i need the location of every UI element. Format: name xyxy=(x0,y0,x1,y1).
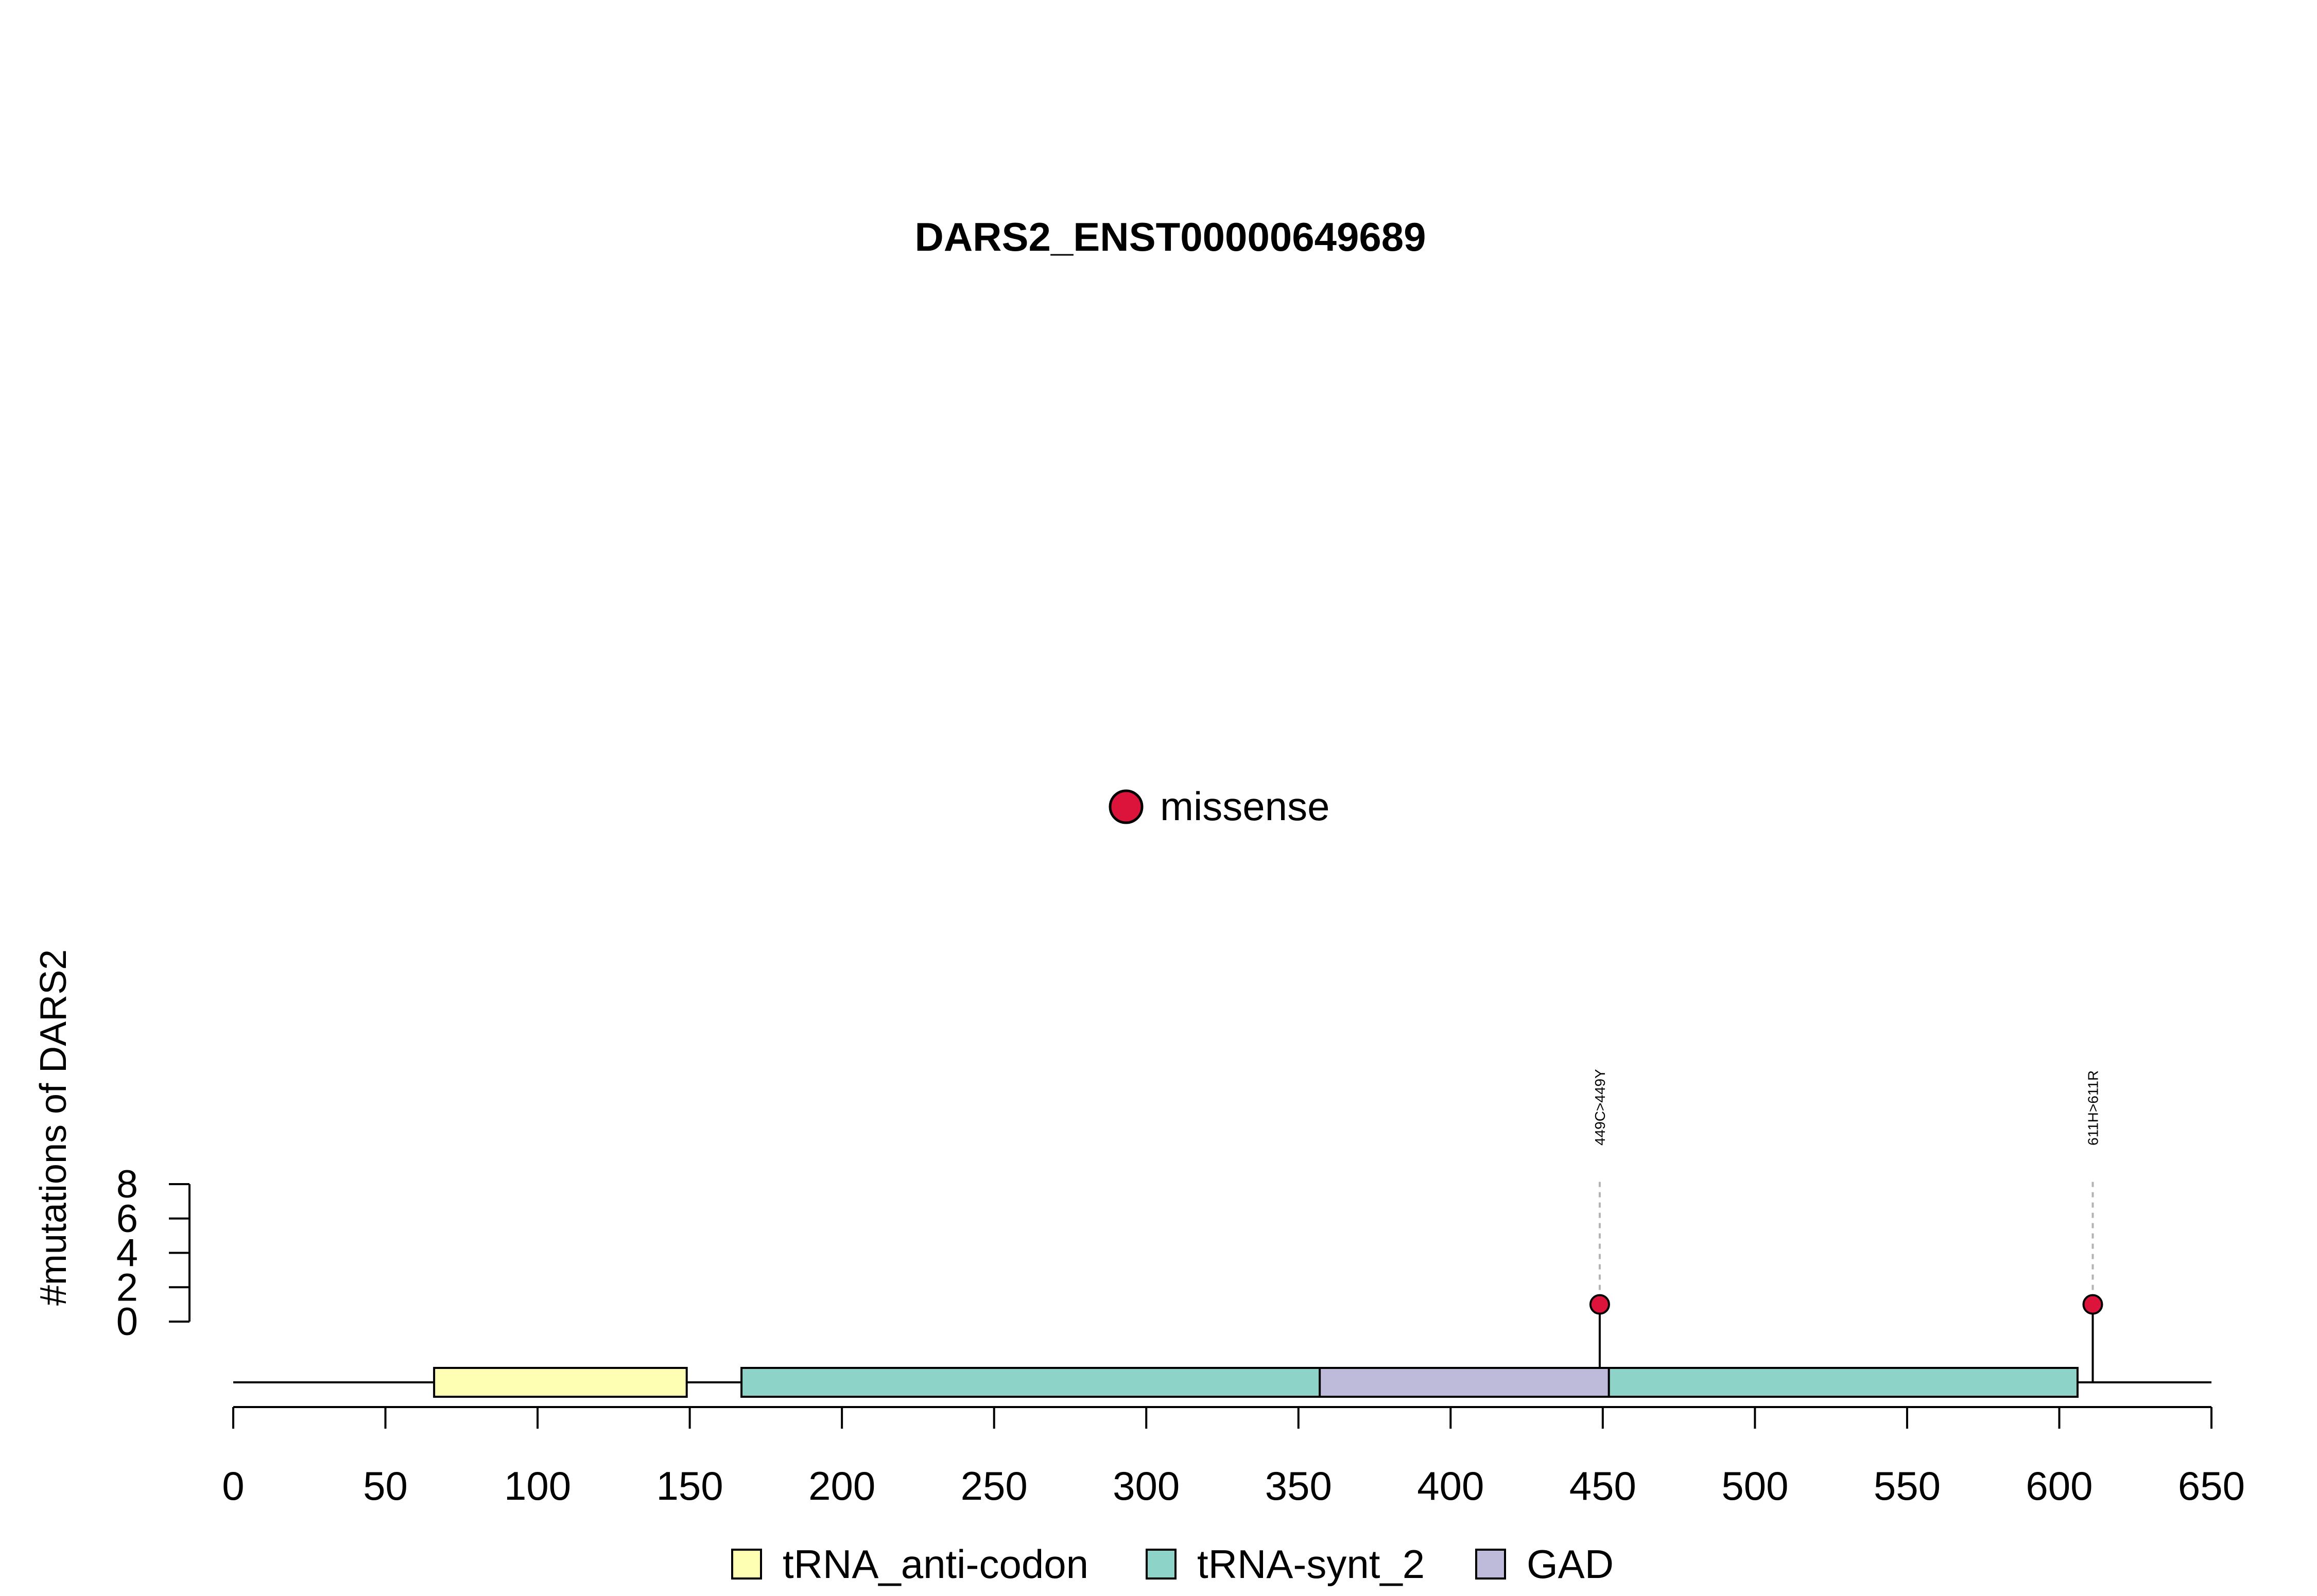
x-tick-label: 250 xyxy=(961,1463,1028,1508)
x-axis: 0 50 100 150 200 250 300 350 400 450 500 550 600 650 xyxy=(222,1406,2245,1508)
y-tick-label: 8 xyxy=(116,1163,138,1206)
x-tick-label: 50 xyxy=(363,1463,408,1508)
y-tick-label: 2 xyxy=(116,1265,138,1309)
x-tick-label: 350 xyxy=(1265,1463,1332,1508)
legend-swatch-tRNA_anti-codon xyxy=(731,1549,762,1580)
x-tick-label: 400 xyxy=(1417,1463,1484,1508)
x-tick-label: 300 xyxy=(1113,1463,1180,1508)
mutation-point xyxy=(2082,1294,2103,1315)
domain-GAD xyxy=(1319,1367,1610,1398)
y-axis-label: #mutations of DARS2 xyxy=(33,949,74,1306)
x-tick-label: 550 xyxy=(1874,1463,1941,1508)
y-tick-label: 0 xyxy=(116,1300,138,1344)
x-tick-label: 100 xyxy=(504,1463,571,1508)
legend-label-GAD: GAD xyxy=(1527,1541,1614,1587)
x-tick-label: 650 xyxy=(2178,1463,2245,1508)
mutation-label: 449C>449Y xyxy=(1592,1069,1608,1146)
legend-missense-marker xyxy=(1109,789,1144,824)
legend-swatch-GAD xyxy=(1475,1549,1506,1580)
protein-domains xyxy=(433,1367,2079,1398)
legend-label-tRNA-synt_2: tRNA-synt_2 xyxy=(1197,1541,1425,1587)
legend-swatch-tRNA-synt_2 xyxy=(1146,1549,1177,1580)
y-tick-label: 6 xyxy=(116,1197,138,1241)
x-tick-label: 450 xyxy=(1569,1463,1636,1508)
x-tick-label: 600 xyxy=(2026,1463,2093,1508)
mutation-label: 611H>611R xyxy=(2085,1070,2101,1146)
mutation-points xyxy=(1589,1294,2103,1315)
x-tick-label: 500 xyxy=(1721,1463,1788,1508)
domain-legend: tRNA_anti-codon tRNA-synt_2 GAD xyxy=(731,1541,1614,1587)
mutation-stems: 449C>449Y 611H>611R xyxy=(1592,1069,2101,1382)
x-tick-label: 0 xyxy=(222,1463,244,1508)
x-tick-label: 200 xyxy=(808,1463,875,1508)
mutation-legend: missense xyxy=(1109,784,1329,829)
y-tick-label: 4 xyxy=(116,1231,138,1275)
chart-title: DARS2_ENST00000649689 xyxy=(915,214,1426,259)
mutation-point xyxy=(1589,1294,1610,1315)
domain-tRNA_anti-codon xyxy=(433,1367,688,1398)
x-tick-label: 150 xyxy=(656,1463,723,1508)
legend-label-tRNA_anti-codon: tRNA_anti-codon xyxy=(783,1541,1088,1587)
legend-missense-label: missense xyxy=(1160,784,1329,829)
